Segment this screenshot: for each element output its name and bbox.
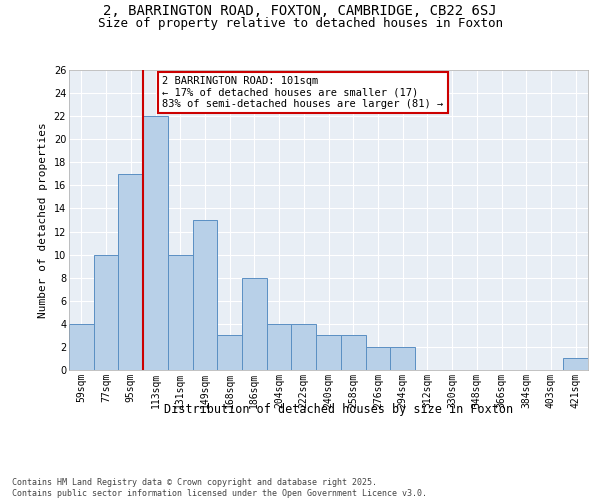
Bar [168,254,193,370]
Bar [242,278,267,370]
Bar [118,174,143,370]
Text: Distribution of detached houses by size in Foxton: Distribution of detached houses by size … [164,402,514,415]
Bar [267,324,292,370]
Bar [316,336,341,370]
Bar [365,347,390,370]
Bar [341,336,365,370]
Bar [143,116,168,370]
Bar [390,347,415,370]
Text: Contains HM Land Registry data © Crown copyright and database right 2025.
Contai: Contains HM Land Registry data © Crown c… [12,478,427,498]
Text: 2, BARRINGTON ROAD, FOXTON, CAMBRIDGE, CB22 6SJ: 2, BARRINGTON ROAD, FOXTON, CAMBRIDGE, C… [103,4,497,18]
Bar [292,324,316,370]
Text: Size of property relative to detached houses in Foxton: Size of property relative to detached ho… [97,18,503,30]
Y-axis label: Number of detached properties: Number of detached properties [38,122,48,318]
Text: 2 BARRINGTON ROAD: 101sqm
← 17% of detached houses are smaller (17)
83% of semi-: 2 BARRINGTON ROAD: 101sqm ← 17% of detac… [163,76,443,109]
Bar [563,358,588,370]
Bar [217,336,242,370]
Bar [193,220,217,370]
Bar [94,254,118,370]
Bar [69,324,94,370]
